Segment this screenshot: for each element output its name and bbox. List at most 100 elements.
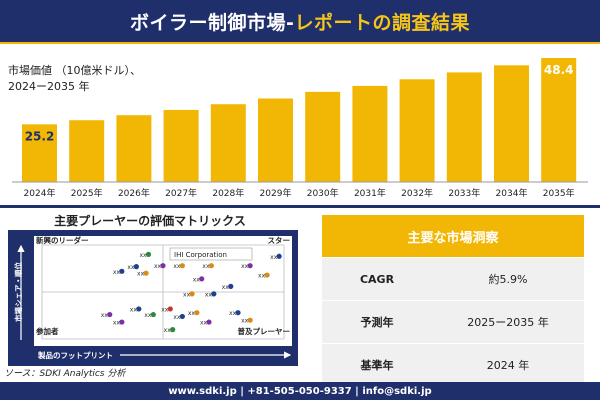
quadrant-emerging-leaders: 新興のリーダー bbox=[36, 235, 89, 245]
insight-row-base-year: 基準年 2024 年 bbox=[322, 344, 584, 386]
matrix-point bbox=[150, 311, 156, 318]
matrix-point-label: xx bbox=[241, 263, 249, 270]
insight-value: 2025ー2035 年 bbox=[467, 316, 549, 329]
matrix-point-label: xx bbox=[205, 291, 213, 298]
footer-contact: www.sdki.jp | +81-505-050-9337 | info@sd… bbox=[0, 382, 600, 400]
matrix-point-label: xx bbox=[161, 306, 169, 313]
x-tick-label: 2024年 bbox=[24, 187, 56, 199]
matrix-point bbox=[160, 263, 166, 269]
matrix-point bbox=[211, 291, 217, 297]
callout-label: IHI Corporation bbox=[174, 251, 227, 259]
x-tick-label: 2034年 bbox=[496, 187, 528, 199]
matrix-point bbox=[264, 272, 270, 278]
quadrant-pervasive-players: 普及プレーヤー bbox=[238, 326, 291, 336]
insight-value: 約5.9% bbox=[488, 273, 528, 286]
bar-2030年 bbox=[305, 91, 341, 182]
bar-data-label: 48.4 bbox=[544, 63, 574, 77]
matrix-y-axis-label: 市場シェア・順位 bbox=[13, 262, 23, 322]
matrix-point-label: xx bbox=[183, 291, 191, 298]
matrix-point-label: xx bbox=[130, 306, 138, 313]
bar-2027年 bbox=[163, 109, 199, 182]
x-tick-label: 2028年 bbox=[212, 187, 244, 199]
matrix-point-label: xx bbox=[241, 318, 249, 325]
matrix-point-label: xx bbox=[144, 312, 152, 319]
insights-title: 主要な市場洞察 bbox=[322, 215, 584, 257]
bars-group: 2024年 25.2 2025年 2026年 2027年 2028年 2029年 2030年 2… bbox=[22, 58, 577, 199]
bar-2025年 bbox=[69, 120, 105, 182]
matrix-point bbox=[143, 270, 149, 276]
insight-label: 基準年 bbox=[360, 359, 394, 372]
bar-2033年 bbox=[446, 72, 482, 182]
matrix-point-label: xx bbox=[200, 320, 208, 327]
matrix-point-label: xx bbox=[202, 263, 210, 270]
matrix-point-label: xx bbox=[113, 269, 121, 276]
x-tick-label: 2029年 bbox=[260, 187, 292, 199]
bar-2034年 bbox=[494, 65, 529, 182]
matrix-point-label: xx bbox=[173, 314, 181, 321]
bar-2024年 bbox=[22, 124, 57, 182]
chart-title-line2: 2024ー2035 年 bbox=[8, 79, 90, 93]
matrix-point bbox=[107, 311, 113, 318]
matrix-point bbox=[276, 253, 282, 259]
matrix-point-label: xx bbox=[154, 263, 162, 270]
x-tick-label: 2035年 bbox=[543, 187, 575, 199]
x-tick-label: 2027年 bbox=[165, 187, 197, 199]
bar-2032年 bbox=[399, 79, 435, 182]
matrix-point bbox=[247, 317, 253, 323]
report-title: ボイラー制御市場-レポートの調査結果 bbox=[130, 8, 470, 35]
insight-label: CAGR bbox=[359, 272, 395, 286]
bar-2028年 bbox=[210, 104, 246, 182]
insight-row-forecast: 予測年 2025ー2035 年 bbox=[322, 301, 584, 343]
matrix-x-axis-label: 製品のフットプリント bbox=[37, 350, 113, 360]
matrix-point bbox=[170, 327, 176, 333]
x-tick-label: 2031年 bbox=[354, 187, 386, 199]
source-note: ソース：SDKI Analytics 分析 bbox=[4, 369, 126, 379]
matrix-point bbox=[206, 319, 212, 325]
matrix-point-label: xx bbox=[270, 254, 278, 261]
matrix-point-label: xx bbox=[173, 263, 181, 270]
bar-2031年 bbox=[352, 85, 388, 182]
matrix-point bbox=[145, 251, 152, 257]
matrix-point-label: xx bbox=[222, 284, 230, 291]
matrix-point bbox=[119, 319, 125, 325]
insight-label: 予測年 bbox=[360, 316, 394, 329]
bar-2029年 bbox=[258, 98, 293, 182]
evaluation-matrix: 新興のリーダー スター 参加者 普及プレーヤー 市場シェア・順位 製品のフットプ… bbox=[8, 230, 298, 366]
matrix-point-label: xx bbox=[188, 310, 196, 317]
matrix-point bbox=[247, 263, 253, 269]
matrix-point bbox=[133, 264, 139, 270]
x-tick-label: 2032年 bbox=[401, 187, 433, 199]
x-tick-label: 2025年 bbox=[71, 187, 103, 199]
matrix-point-label: xx bbox=[258, 273, 266, 280]
callout-box bbox=[169, 247, 253, 261]
report-header: ボイラー制御市場-レポートの調査結果 bbox=[0, 0, 600, 44]
matrix-point-label: xx bbox=[229, 310, 237, 317]
bar-2026年 bbox=[116, 115, 152, 182]
matrix-point-label: xx bbox=[193, 276, 201, 283]
quadrant-stars: スター bbox=[268, 235, 291, 245]
matrix-point-label: xx bbox=[127, 264, 135, 271]
market-value-bar-chart: 市場価値 （10億米ドル）、 2024ー2035 年 2024年 25.2 2025… bbox=[8, 58, 588, 199]
x-tick-label: 2033年 bbox=[448, 187, 480, 199]
matrix-point-label: xx bbox=[164, 327, 172, 334]
matrix-point-label: xx bbox=[113, 320, 121, 327]
matrix-point-label: xx bbox=[139, 252, 147, 259]
matrix-point bbox=[189, 291, 195, 297]
insight-value: 2024 年 bbox=[486, 359, 530, 372]
matrix-point bbox=[167, 306, 173, 312]
section-divider bbox=[0, 205, 600, 208]
insight-row-cagr: CAGR 約5.9% bbox=[322, 258, 584, 300]
matrix-point bbox=[119, 268, 125, 274]
matrix-point bbox=[179, 313, 185, 320]
chart-title-line1: 市場価値 （10億米ドル）、 bbox=[8, 63, 141, 77]
matrix-point bbox=[194, 310, 200, 316]
x-tick-label: 2030年 bbox=[307, 187, 339, 199]
matrix-point bbox=[179, 263, 185, 269]
x-tick-label: 2026年 bbox=[118, 187, 150, 199]
title-main: ボイラー制御市場- bbox=[130, 11, 295, 34]
bar-2035年 bbox=[541, 58, 577, 182]
matrix-point bbox=[208, 263, 214, 269]
matrix-point-label: xx bbox=[101, 312, 109, 319]
matrix-point bbox=[235, 310, 241, 316]
